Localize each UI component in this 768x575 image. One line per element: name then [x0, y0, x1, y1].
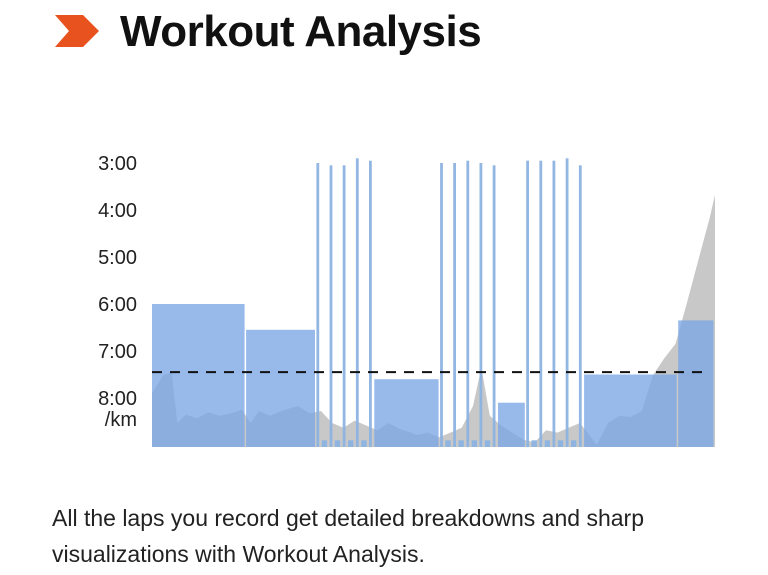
y-tick-label: 8:00 — [98, 388, 137, 410]
lap-bar — [348, 440, 354, 447]
y-tick-label: 4:00 — [98, 200, 137, 222]
page-title: Workout Analysis — [120, 7, 482, 56]
y-tick-label: 5:00 — [98, 247, 137, 269]
lap-bar — [571, 440, 577, 447]
y-tick-label: 7:00 — [98, 341, 137, 363]
lap-bar — [334, 440, 341, 447]
lap-bar — [498, 402, 525, 447]
lap-bar — [471, 440, 477, 447]
y-tick-label: 6:00 — [98, 294, 137, 316]
orange-chevron-logo-icon — [55, 15, 99, 47]
lap-bar — [445, 440, 451, 447]
lap-bar — [578, 165, 582, 447]
y-tick-label: 3:00 — [98, 153, 137, 175]
lap-bar — [531, 440, 537, 447]
lap-bar — [329, 165, 333, 447]
lap-bar — [316, 163, 320, 447]
pace-chart-svg: 3:00 4:00 5:00 6:00 7:00 8:00/km — [98, 153, 715, 448]
lap-bar — [369, 160, 372, 448]
header: Workout Analysis — [0, 0, 768, 70]
caption-text: All the laps you record get detailed bre… — [52, 505, 644, 567]
lap-bar — [342, 165, 346, 447]
lap-bar — [484, 440, 491, 447]
y-axis-unit: /km — [105, 409, 137, 431]
lap-bar — [458, 440, 464, 447]
lap-bar — [355, 158, 359, 448]
lap-bar — [584, 374, 677, 447]
lap-bar — [557, 440, 564, 447]
lap-bar — [526, 160, 529, 448]
lap-bar — [678, 320, 714, 447]
pace-chart: 3:00 4:00 5:00 6:00 7:00 8:00/km — [0, 90, 768, 470]
lap-bar — [374, 379, 439, 447]
lap-bar — [479, 163, 483, 447]
lap-bar — [552, 160, 556, 448]
lap-bar — [361, 440, 367, 447]
lap-bar — [321, 440, 328, 447]
lap-bar — [466, 160, 470, 448]
lap-bar — [152, 304, 245, 447]
lap-bar — [539, 160, 543, 448]
lap-bar — [440, 163, 443, 447]
lap-bar — [565, 158, 569, 448]
lap-bar — [544, 440, 551, 447]
lap-bar — [492, 165, 496, 447]
lap-bar — [453, 163, 456, 447]
lap-bar — [246, 329, 315, 447]
